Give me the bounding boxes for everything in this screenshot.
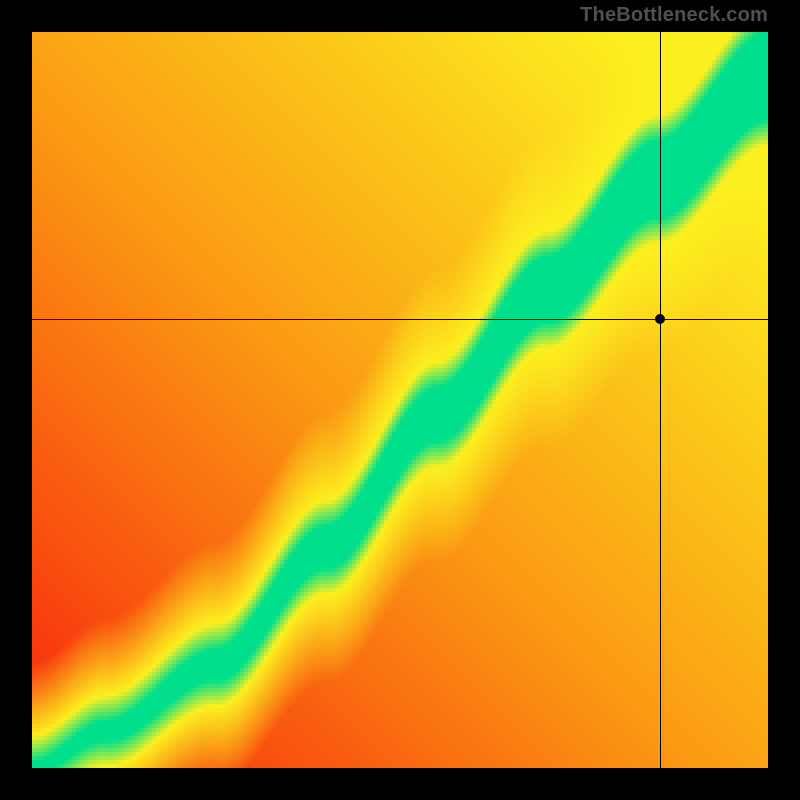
heatmap-plot xyxy=(32,32,768,768)
crosshair-marker-dot xyxy=(655,314,665,324)
watermark-text: TheBottleneck.com xyxy=(580,4,768,27)
figure-root: TheBottleneck.com xyxy=(0,0,800,800)
heatmap-canvas xyxy=(32,32,768,768)
crosshair-vertical-line xyxy=(660,32,661,768)
